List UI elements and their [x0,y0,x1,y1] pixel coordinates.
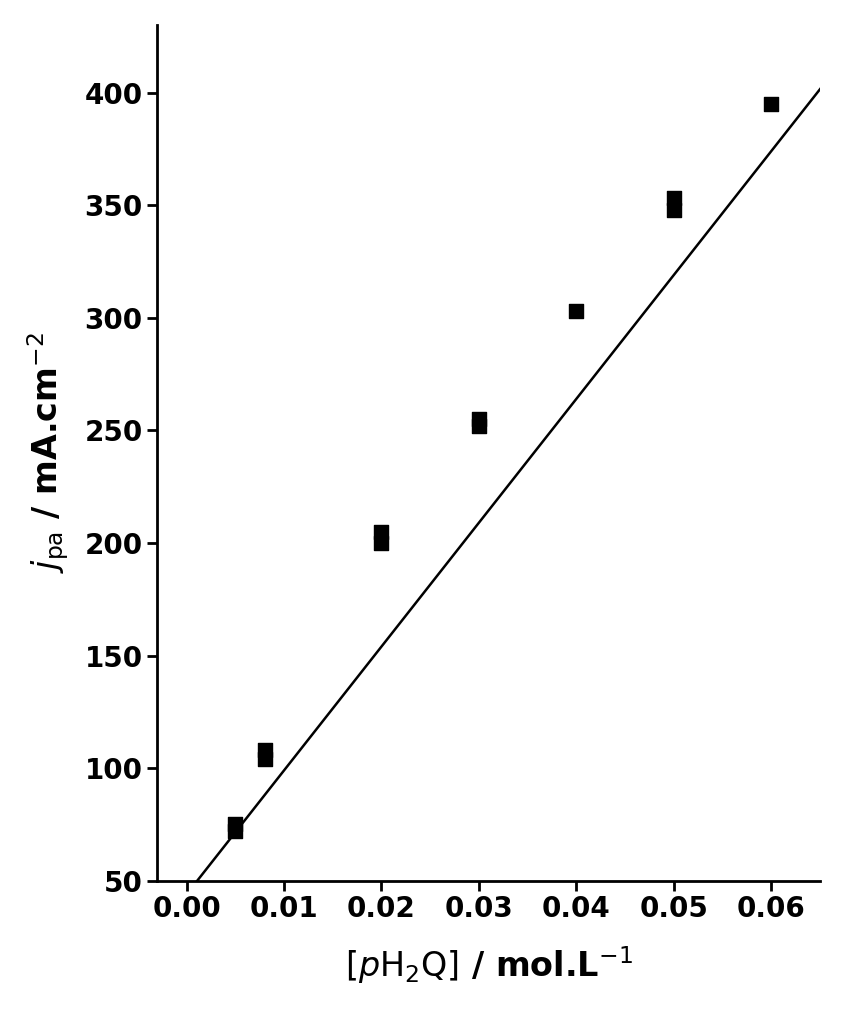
Point [374,524,387,540]
Point [764,96,777,112]
Point [472,411,485,428]
Point [228,823,241,839]
Point [666,201,679,217]
Point [666,190,679,206]
Point [257,751,271,767]
Point [257,742,271,758]
Point [569,303,582,319]
X-axis label: $[p\mathrm{H_2Q}]$ / mol.L$^{-1}$: $[p\mathrm{H_2Q}]$ / mol.L$^{-1}$ [344,944,632,986]
Point [472,418,485,434]
Point [228,817,241,833]
Point [374,535,387,551]
Y-axis label: $j_\mathrm{pa}$ / mA.cm$^{-2}$: $j_\mathrm{pa}$ / mA.cm$^{-2}$ [25,333,71,573]
